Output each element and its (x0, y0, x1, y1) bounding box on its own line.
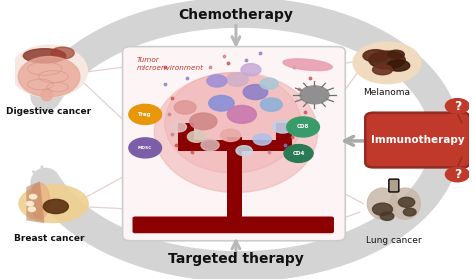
Ellipse shape (363, 50, 388, 62)
Ellipse shape (165, 73, 301, 173)
Ellipse shape (51, 47, 74, 59)
Circle shape (260, 78, 278, 89)
Circle shape (403, 208, 416, 216)
Ellipse shape (30, 183, 50, 219)
Text: Immunotherapy: Immunotherapy (371, 135, 464, 145)
Polygon shape (27, 181, 45, 223)
Polygon shape (276, 123, 292, 151)
Ellipse shape (373, 65, 392, 75)
Text: ?: ? (454, 100, 461, 112)
Polygon shape (227, 137, 242, 218)
Circle shape (373, 203, 392, 215)
Text: Digestive cancer: Digestive cancer (7, 107, 91, 116)
Text: Tumor
microenvironment: Tumor microenvironment (137, 57, 204, 71)
Ellipse shape (387, 60, 410, 71)
Ellipse shape (18, 57, 80, 97)
Circle shape (129, 138, 162, 158)
Text: Breast cancer: Breast cancer (14, 234, 84, 243)
Circle shape (201, 140, 219, 151)
Circle shape (287, 117, 319, 137)
Circle shape (236, 146, 252, 156)
FancyBboxPatch shape (389, 179, 399, 192)
Text: Lung cancer: Lung cancer (366, 236, 422, 245)
Circle shape (170, 122, 186, 132)
Ellipse shape (43, 199, 68, 214)
Ellipse shape (369, 51, 405, 69)
Ellipse shape (19, 185, 88, 223)
Circle shape (187, 131, 206, 142)
Circle shape (209, 95, 234, 111)
Circle shape (174, 101, 196, 114)
FancyBboxPatch shape (365, 113, 470, 167)
Circle shape (353, 42, 421, 84)
Text: Melanoma: Melanoma (364, 88, 410, 97)
Text: Chemotherapy: Chemotherapy (179, 8, 293, 22)
Ellipse shape (155, 73, 318, 193)
Circle shape (273, 121, 292, 133)
FancyBboxPatch shape (123, 47, 345, 241)
FancyBboxPatch shape (133, 217, 334, 233)
Ellipse shape (367, 188, 398, 219)
Ellipse shape (390, 188, 420, 219)
Circle shape (29, 194, 37, 199)
Circle shape (190, 113, 217, 130)
Text: Treg: Treg (138, 112, 152, 117)
Text: Targeted therapy: Targeted therapy (168, 252, 304, 266)
Ellipse shape (283, 59, 332, 71)
Ellipse shape (41, 89, 53, 101)
Text: CD8: CD8 (297, 124, 310, 129)
Circle shape (260, 98, 282, 111)
Circle shape (207, 75, 227, 87)
Circle shape (284, 145, 313, 162)
Circle shape (27, 201, 34, 206)
Circle shape (398, 197, 415, 207)
Circle shape (220, 129, 240, 141)
Text: MDSC: MDSC (138, 146, 153, 150)
Circle shape (28, 207, 36, 211)
Polygon shape (178, 140, 228, 151)
Circle shape (300, 86, 329, 104)
Ellipse shape (388, 50, 404, 59)
Circle shape (129, 104, 162, 124)
Text: CD4: CD4 (292, 151, 305, 156)
Circle shape (243, 85, 268, 100)
Text: ?: ? (454, 168, 461, 181)
Circle shape (253, 134, 271, 145)
Circle shape (228, 105, 256, 123)
Circle shape (446, 167, 469, 182)
Circle shape (380, 212, 394, 220)
Circle shape (446, 99, 469, 113)
Polygon shape (178, 123, 194, 151)
Ellipse shape (10, 45, 88, 97)
Polygon shape (242, 140, 292, 151)
Circle shape (227, 73, 248, 86)
Ellipse shape (23, 49, 66, 63)
Circle shape (241, 64, 261, 76)
